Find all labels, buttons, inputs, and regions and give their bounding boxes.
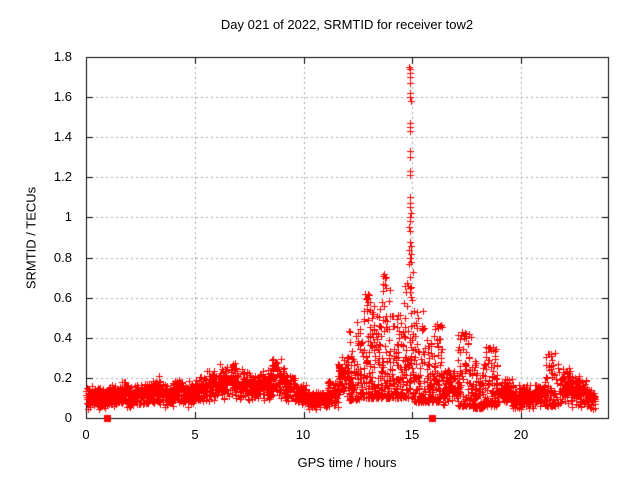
y-tick-label: 1 [64,209,72,224]
y-tick-label: 1.6 [53,89,72,104]
chart-title: Day 021 of 2022, SRMTID for receiver tow… [220,17,474,32]
x-tick-label: 10 [295,427,311,442]
x-tick-label: 15 [404,427,420,442]
y-tick-label: 0.8 [53,250,72,265]
y-tick-label: 0.2 [53,370,72,385]
x-tick-label: 0 [82,427,90,442]
x-tick-label: 5 [191,427,199,442]
y-axis-label: SRMTID / TECUs [23,186,39,290]
y-tick-label: 1.2 [53,169,72,184]
y-tick-label: 1.8 [53,49,72,64]
y-tick-label: 0.6 [53,290,72,305]
y-tick-label: 0.4 [53,330,72,345]
x-axis-label: GPS time / hours [297,455,397,470]
y-tick-label: 1.4 [53,129,72,144]
x-tick-label: 20 [513,427,529,442]
y-tick-label: 0 [64,410,72,425]
